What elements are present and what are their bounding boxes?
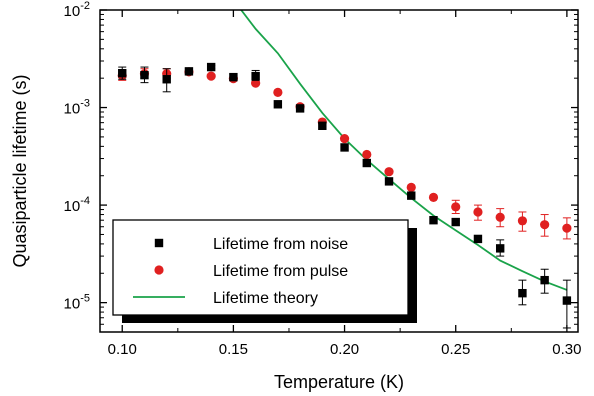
pulse-point xyxy=(428,192,439,202)
noise-point xyxy=(562,296,572,305)
pulse-point xyxy=(495,212,505,222)
y-tick-label: 10-2 xyxy=(64,0,90,20)
x-tick-label: 0.10 xyxy=(108,341,137,358)
noise-point xyxy=(251,71,260,81)
pulse-point xyxy=(562,223,572,233)
noise-point xyxy=(295,104,305,113)
noise-point xyxy=(518,288,527,298)
legend-swatch-pulse xyxy=(154,265,164,275)
pulse-point xyxy=(362,149,372,160)
legend-label: Lifetime from pulse xyxy=(213,263,348,280)
legend-label: Lifetime theory xyxy=(213,290,318,307)
noise-point xyxy=(184,67,194,76)
plot-frame xyxy=(99,9,579,333)
noise-point xyxy=(473,234,483,244)
pulse-point xyxy=(451,202,461,212)
noise-point xyxy=(362,158,371,168)
series-line-theory xyxy=(240,10,568,291)
data-layer xyxy=(117,10,572,329)
y-tick-base: 10 xyxy=(64,198,81,215)
pulse-point xyxy=(406,182,416,192)
y-tick-base: 10 xyxy=(64,296,81,313)
noise-point xyxy=(495,244,505,253)
y-tick-exponent: -3 xyxy=(80,98,90,110)
noise-point xyxy=(118,68,127,78)
y-tick-exponent: -5 xyxy=(80,293,90,305)
noise-point xyxy=(384,177,394,186)
y-tick-base: 10 xyxy=(64,101,81,118)
noise-point xyxy=(340,143,349,152)
pulse-point xyxy=(540,220,550,230)
noise-point xyxy=(429,216,438,225)
noise-point xyxy=(451,217,460,227)
pulse-point xyxy=(273,87,283,97)
pulse-point xyxy=(339,134,350,144)
noise-point xyxy=(140,70,149,80)
noise-point xyxy=(162,75,171,84)
pulse-point xyxy=(473,207,483,217)
y-tick-exponent: -4 xyxy=(80,195,90,207)
noise-point xyxy=(318,121,327,130)
x-tick-label: 0.30 xyxy=(552,341,581,358)
noise-point xyxy=(229,72,238,82)
y-axis-title: Quasiparticle lifetime (s) xyxy=(10,74,30,267)
pulse-point xyxy=(517,216,528,226)
x-tick-label: 0.15 xyxy=(219,341,248,358)
legend-label: Lifetime from noise xyxy=(213,236,348,253)
x-tick-label: 0.20 xyxy=(330,341,359,358)
y-tick-label: 10-3 xyxy=(64,98,90,118)
pulse-point xyxy=(384,167,394,177)
noise-point xyxy=(273,100,283,109)
noise-point xyxy=(206,62,216,72)
legend-swatch-noise xyxy=(154,238,164,248)
legend: Lifetime from noise Lifetime from pulse Li… xyxy=(112,219,417,323)
y-tick-exponent: -2 xyxy=(80,0,90,12)
y-tick-label: 10-5 xyxy=(64,293,90,313)
x-tick-label: 0.25 xyxy=(441,341,470,358)
noise-point xyxy=(407,191,416,200)
pulse-point xyxy=(206,71,216,81)
noise-point xyxy=(540,275,549,285)
y-tick-base: 10 xyxy=(64,3,81,20)
x-axis-title: Temperature (K) xyxy=(274,372,404,392)
y-tick-label: 10-4 xyxy=(64,195,90,215)
